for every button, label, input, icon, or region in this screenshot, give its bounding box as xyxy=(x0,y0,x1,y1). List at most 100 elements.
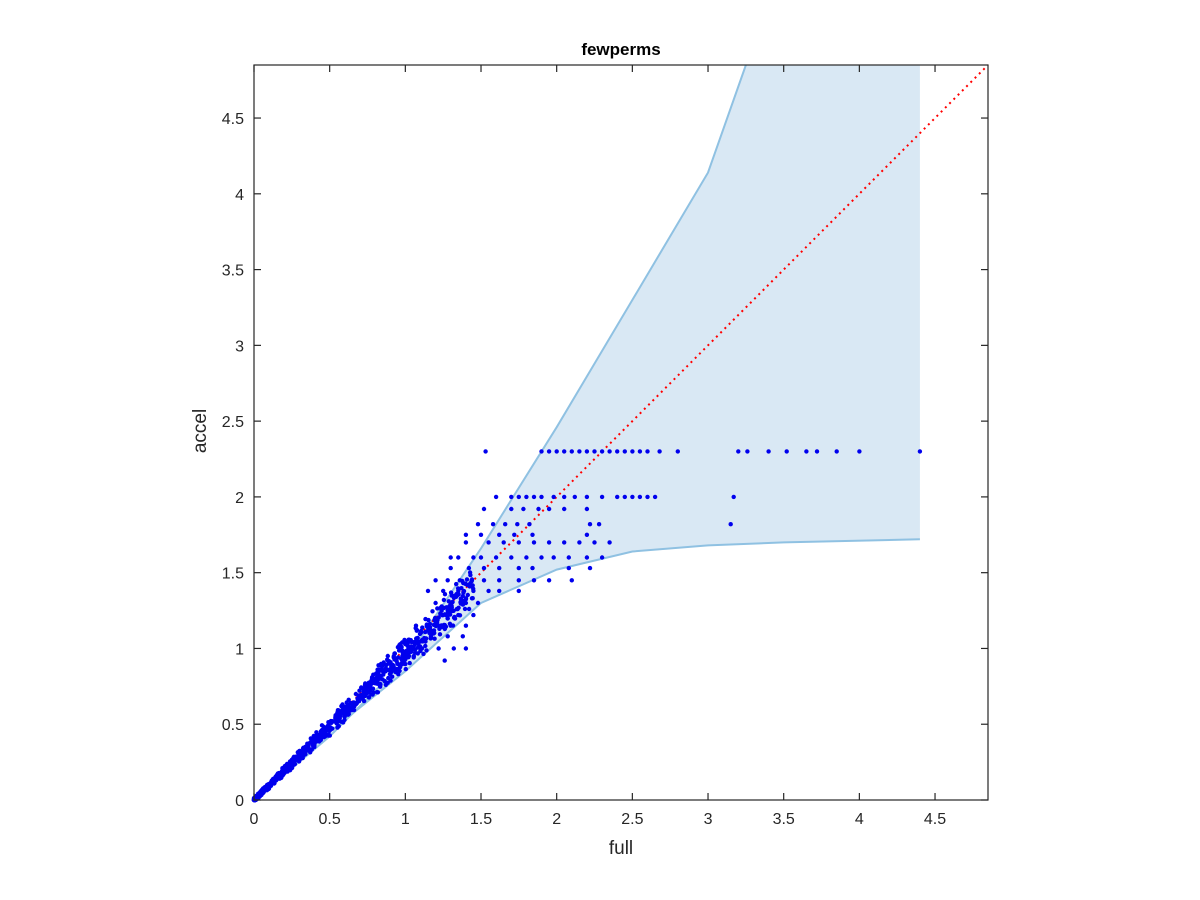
data-point xyxy=(372,679,377,685)
data-point xyxy=(387,661,392,666)
data-point xyxy=(381,672,386,677)
data-point xyxy=(325,723,331,729)
data-point xyxy=(509,506,514,512)
data-point xyxy=(493,494,499,500)
data-point xyxy=(577,449,582,454)
data-point xyxy=(456,592,461,597)
data-point xyxy=(587,565,593,571)
data-point xyxy=(463,600,469,606)
data-point xyxy=(483,449,488,454)
data-point xyxy=(377,683,382,688)
data-point xyxy=(539,555,544,560)
data-point xyxy=(428,636,433,641)
x-tick-label: 2.5 xyxy=(621,811,643,828)
data-point xyxy=(465,592,470,598)
data-point xyxy=(335,708,341,713)
data-point xyxy=(630,494,635,500)
y-axis-ticks: 0 0.5 1 1.5 2 2.5 3 3.5 4 4.5 xyxy=(222,111,988,810)
data-point xyxy=(572,494,577,500)
data-point xyxy=(312,741,317,747)
axes-box xyxy=(253,64,989,801)
data-point xyxy=(469,578,475,583)
data-point xyxy=(267,784,272,789)
data-point xyxy=(296,753,301,758)
data-point xyxy=(546,449,552,454)
data-point xyxy=(424,636,429,641)
data-point xyxy=(403,666,408,672)
data-point xyxy=(456,555,461,560)
data-point xyxy=(457,578,462,583)
data-point xyxy=(615,449,620,454)
y-tick-label: 2 xyxy=(235,490,244,507)
data-point xyxy=(490,522,496,527)
data-point xyxy=(521,506,526,512)
data-point xyxy=(622,449,627,454)
data-point xyxy=(463,581,468,586)
data-point xyxy=(530,565,535,571)
data-point xyxy=(414,639,419,644)
data-point xyxy=(385,653,390,659)
data-point xyxy=(366,695,371,700)
data-point xyxy=(337,718,342,724)
data-point xyxy=(448,623,453,628)
data-point xyxy=(584,449,590,454)
data-point xyxy=(463,540,469,545)
data-point xyxy=(391,664,396,669)
data-point xyxy=(403,657,408,662)
data-point xyxy=(645,494,650,500)
data-point xyxy=(259,790,265,796)
data-points xyxy=(251,449,923,803)
data-point xyxy=(599,494,605,500)
y-tick-label: 1 xyxy=(235,641,244,658)
data-point xyxy=(461,590,466,595)
x-tick-label: 0 xyxy=(250,811,259,828)
data-point xyxy=(378,668,383,673)
data-point xyxy=(516,494,521,500)
data-point xyxy=(524,555,529,560)
data-point xyxy=(460,634,465,639)
data-point xyxy=(340,702,345,707)
data-point xyxy=(344,709,349,714)
data-point xyxy=(445,616,450,621)
data-point xyxy=(288,765,293,770)
data-point xyxy=(584,506,590,512)
data-point xyxy=(295,758,300,763)
data-point xyxy=(469,583,474,589)
data-point xyxy=(456,588,461,594)
data-point xyxy=(481,578,487,583)
data-point xyxy=(657,449,662,454)
data-point xyxy=(406,653,412,659)
data-point xyxy=(731,494,736,500)
data-point xyxy=(437,623,442,628)
data-point xyxy=(615,494,620,500)
data-point xyxy=(736,449,741,454)
data-point xyxy=(420,625,425,630)
data-point xyxy=(354,701,359,706)
data-point xyxy=(304,748,310,753)
data-point xyxy=(441,588,446,594)
data-point xyxy=(546,506,552,512)
data-point xyxy=(452,616,458,621)
data-point xyxy=(509,555,514,560)
data-point xyxy=(531,540,537,545)
data-point xyxy=(766,449,771,454)
x-tick-label: 3.5 xyxy=(773,811,795,828)
y-tick-label: 4.5 xyxy=(222,111,244,128)
data-point xyxy=(314,730,319,735)
data-point xyxy=(607,540,612,545)
data-point xyxy=(445,578,450,583)
data-point xyxy=(427,627,432,632)
x-tick-label: 0.5 xyxy=(319,811,341,828)
data-point xyxy=(459,586,464,591)
data-point xyxy=(516,540,521,545)
y-tick-label: 2.5 xyxy=(222,414,244,431)
data-point xyxy=(350,702,356,708)
data-point xyxy=(569,578,574,583)
data-point xyxy=(299,751,304,756)
data-point xyxy=(493,555,499,560)
data-point xyxy=(383,669,388,674)
data-point xyxy=(584,494,590,500)
data-point xyxy=(834,449,839,454)
data-point xyxy=(346,704,352,709)
